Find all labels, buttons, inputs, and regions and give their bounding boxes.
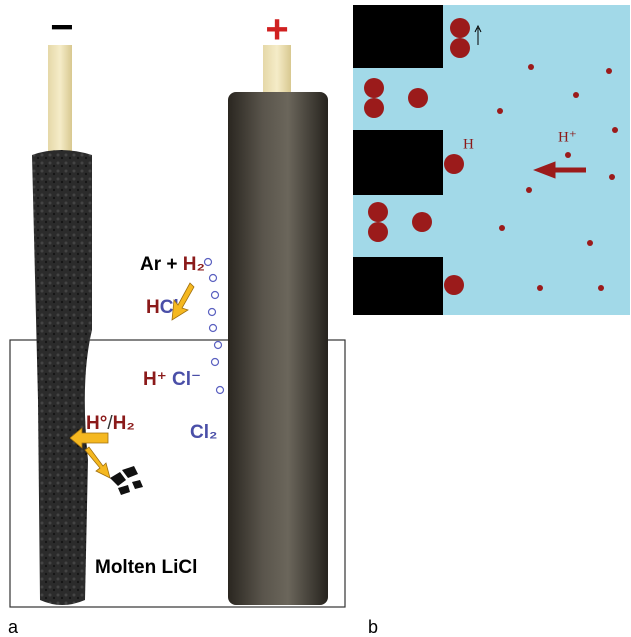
up-arrow [474, 24, 482, 45]
anion: Cl⁻ [172, 369, 201, 390]
atom: H° [86, 413, 107, 434]
atom-label: H [463, 136, 474, 152]
cation: H⁺ [143, 369, 167, 390]
molecule: H₂ [113, 413, 135, 434]
caption-b: b [368, 617, 378, 637]
gas-prefix: Ar + [140, 254, 178, 275]
cathode-lead [48, 45, 72, 155]
electrolyte-label: Molten LiCl [95, 557, 197, 578]
protons [497, 64, 618, 291]
gas-species: H₂ [183, 254, 205, 275]
ions-label: H⁺ Cl⁻ [143, 369, 201, 390]
proton-arrow [533, 161, 586, 179]
sep: / [107, 413, 113, 434]
hydrogen-atoms [364, 18, 470, 295]
positive-sign: + [265, 8, 288, 52]
caption-a: a [8, 617, 19, 637]
crucible [9, 339, 346, 608]
electrode-blocks [353, 5, 443, 315]
hcl-h: H [146, 297, 160, 318]
anode [228, 92, 328, 605]
hydrogen-label: H°/H₂ [86, 413, 135, 434]
negative-sign: − [50, 6, 73, 50]
bubbles [203, 257, 225, 395]
ion-label: H⁺ [558, 129, 577, 145]
gas-label: Ar + H₂ [140, 254, 205, 275]
anode-lead [263, 45, 291, 97]
chlorine-label: Cl₂ [190, 422, 217, 443]
arrows [69, 282, 195, 479]
cathode [32, 150, 92, 605]
particles [110, 466, 143, 495]
